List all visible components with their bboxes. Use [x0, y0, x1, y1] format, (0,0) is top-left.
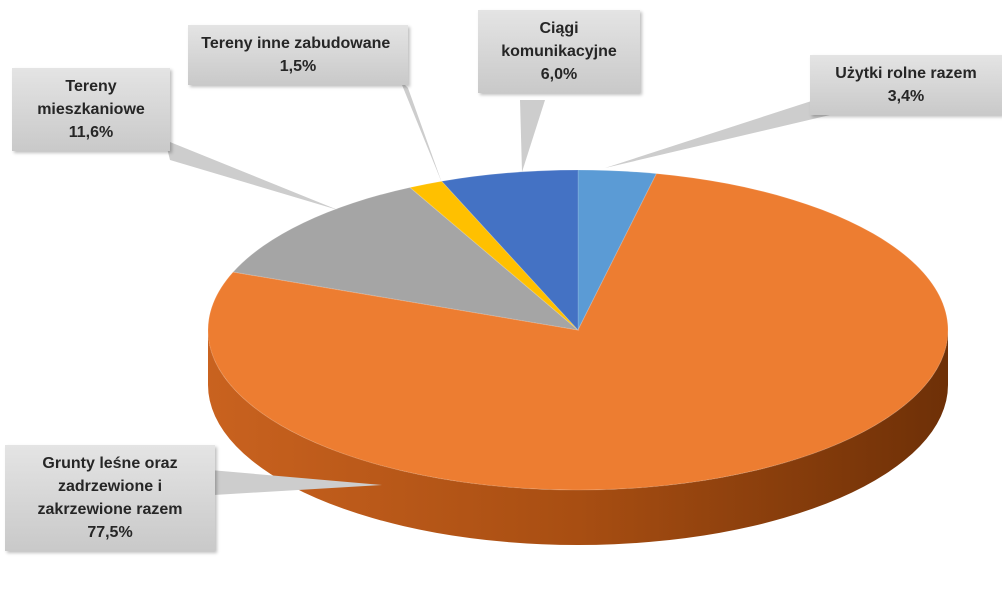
pointer [165, 140, 338, 210]
label-box: Użytki rolne razem 3,4% [810, 55, 1002, 115]
category-label: Grunty leśne oraz zadrzewione i zakrzewi… [37, 455, 183, 518]
slice [440, 169, 579, 332]
category-label: Tereny mieszkaniowe [37, 78, 145, 118]
slice [408, 180, 579, 331]
pointer [400, 80, 442, 183]
label-box: Grunty leśne oraz zadrzewione i zakrzewi… [5, 445, 215, 551]
value-label: 11,6% [68, 124, 114, 141]
pointer [210, 470, 382, 495]
category-label: Ciągi komunikacyjne [501, 20, 617, 60]
label-box: Tereny mieszkaniowe 11,6% [12, 68, 170, 151]
slice-side [208, 330, 948, 545]
label-box: Ciągi komunikacyjne 6,0% [478, 10, 640, 93]
label-box: Tereny inne zabudowane 1,5% [188, 25, 408, 85]
value-label: 6,0% [540, 66, 578, 83]
pointer [605, 95, 830, 168]
callout-pointers [165, 80, 830, 495]
value-label: 1,5% [279, 58, 317, 75]
value-label: 77,5% [87, 524, 133, 541]
pointer [520, 100, 545, 172]
slice [232, 186, 580, 331]
category-label: Tereny inne zabudowane [201, 35, 391, 52]
slice [207, 173, 949, 491]
value-label: 3,4% [887, 88, 925, 105]
category-label: Użytki rolne razem [835, 65, 977, 82]
slice [577, 169, 658, 331]
